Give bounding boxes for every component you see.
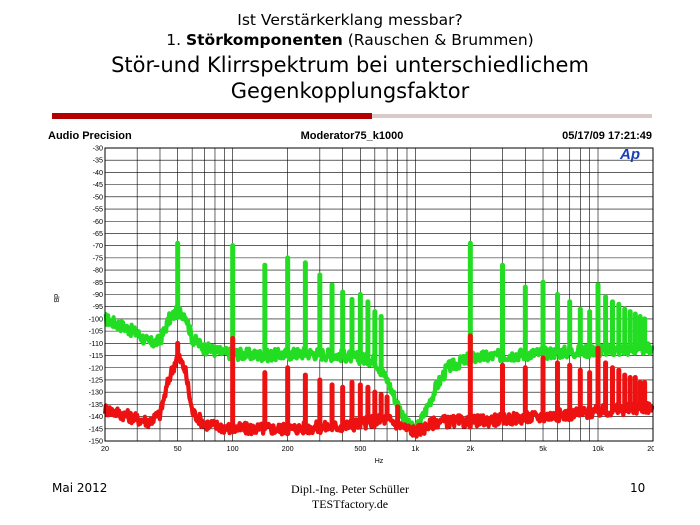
x-tick-label: 20k [647,444,654,453]
y-tick-label: -120 [89,363,103,372]
x-tick-label: 50 [174,444,182,453]
y-tick-label: -100 [89,314,103,323]
y-tick-label: -35 [93,156,103,165]
page-number: 10 [630,481,646,495]
y-tick-label: -135 [89,400,103,409]
x-tick-label: 5k [539,444,547,453]
y-tick-label: -70 [93,241,103,250]
title-line2: 1. Störkomponenten (Rauschen & Brummen) [20,30,680,50]
header-left: Audio Precision [48,130,132,142]
x-tick-label: 100 [227,444,239,453]
header-right: 05/17/09 17:21:49 [562,130,652,142]
y-tick-label: -105 [89,327,103,336]
footer-author: Dipl.-Ing. Peter Schüller TESTfactory.de [250,482,450,512]
title-line2-suffix: (Rauschen & Brummen) [342,31,534,49]
spectrum-chart-svg: Audio Precision Moderator75_k1000 05/17/… [46,124,659,472]
x-axis-label: Hz [375,458,384,465]
y-tick-label: -125 [89,375,103,384]
y-tick-label: -150 [89,437,103,446]
x-tick-labels: 20 50 100 200 500 1k 2k 5k 10k 20k [101,444,659,453]
y-tick-label: -40 [93,168,103,177]
series-layer [102,240,655,439]
title-line2-bold: Störkomponenten [185,31,343,49]
y-tick-label: -75 [93,253,103,262]
ap-logo: Ap [619,146,640,163]
title-block: Ist Verstärkerklang messbar? 1. Störkomp… [20,10,680,104]
y-tick-label: -85 [93,278,103,287]
y-tick-labels: -30 -35 -40 -45 -50 -55 -60 -65 -70 -75 -80 -85 -90 -… [89,144,103,446]
footer-author-line2: TESTfactory.de [311,497,389,511]
y-tick-label: -30 [93,144,103,153]
y-tick-label: -90 [93,290,103,299]
main-title: Stör-und Klirrspektrum bei unterschiedli… [111,53,589,103]
y-tick-label: -65 [93,229,103,238]
y-tick-label: -80 [93,266,103,275]
spectrum-chart: Audio Precision Moderator75_k1000 05/17/… [46,124,659,472]
x-tick-label: 10k [592,444,604,453]
y-tick-label: -55 [93,205,103,214]
y-tick-label: -110 [89,339,103,348]
y-axis-label: dB [52,294,59,303]
y-tick-label: -45 [93,180,103,189]
x-tick-label: 200 [282,444,294,453]
y-tick-label: -145 [89,424,103,433]
series-green-floor [103,303,655,439]
accent-bar-light [372,114,652,118]
accent-bar-dark [52,113,372,119]
title-line1: Ist Verstärkerklang messbar? [237,11,463,29]
header-center: Moderator75_k1000 [301,130,404,142]
y-tick-label: -60 [93,217,103,226]
y-tick-label: -140 [89,412,103,421]
y-tick-label: -115 [89,351,103,360]
footer-author-line1: Dipl.-Ing. Peter Schüller [291,482,409,496]
y-tick-label: -50 [93,192,103,201]
x-tick-label: 2k [467,444,475,453]
y-tick-label: -130 [89,388,103,397]
title-line2-prefix: 1. [166,31,186,49]
x-tick-label: 1k [412,444,420,453]
x-tick-label: 500 [354,444,366,453]
plot-frame [104,147,654,442]
footer-date: Mai 2012 [52,481,108,495]
y-tick-label: -95 [93,302,103,311]
x-tick-label: 20 [101,444,109,453]
